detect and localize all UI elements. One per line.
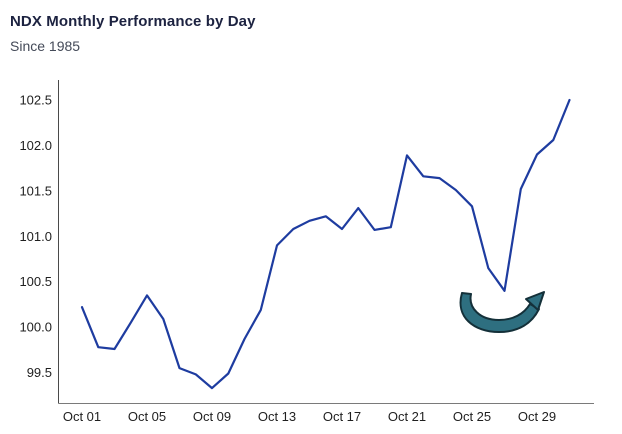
x-tick-label: Oct 25 [453,409,491,424]
y-tick-label: 100.5 [19,274,52,289]
y-tick-label: 100.0 [19,320,52,335]
chart-title: NDX Monthly Performance by Day [10,13,256,30]
x-tick-label: Oct 05 [128,409,166,424]
x-tick-label: Oct 29 [518,409,556,424]
y-tick-label: 102.0 [19,138,52,153]
x-tick-label: Oct 01 [63,409,101,424]
performance-line [80,98,571,390]
x-tick-label: Oct 21 [388,409,426,424]
y-tick-label: 102.5 [19,92,52,107]
x-tick-label: Oct 09 [193,409,231,424]
performance-line-series [80,98,571,390]
y-tick-label: 101.0 [19,229,52,244]
x-tick-label: Oct 17 [323,409,361,424]
recovery-arrow-icon [459,291,545,333]
y-tick-label: 99.5 [27,365,52,380]
y-tick-label: 101.5 [19,183,52,198]
x-tick-label: Oct 13 [258,409,296,424]
chart-subtitle: Since 1985 [10,38,81,54]
axes: 99.5 100.0 100.5 101.0 101.5 102.0 102.5 Oct 01… [19,80,594,424]
